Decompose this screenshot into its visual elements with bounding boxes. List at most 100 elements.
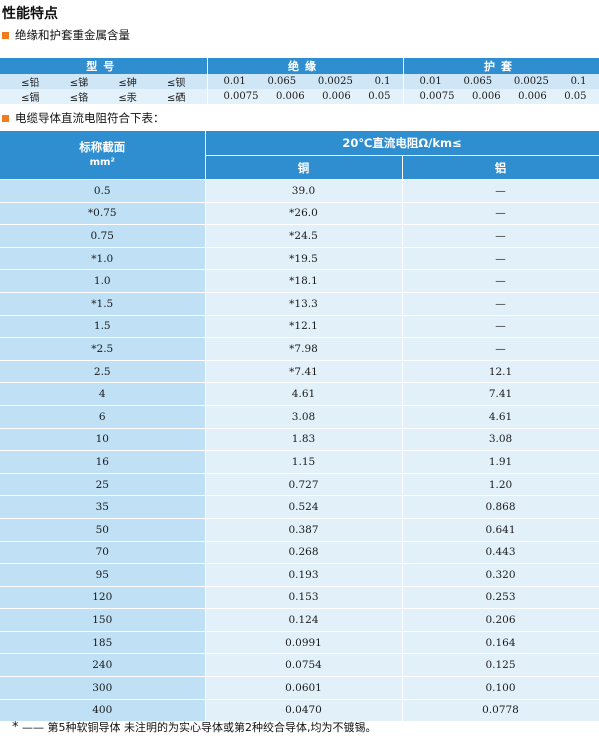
- table-row: 95 0.193 0.320: [0, 563, 599, 587]
- section-cell: 1.0: [0, 269, 206, 293]
- metals-table-header: 型号 绝缘 护套: [0, 58, 599, 74]
- copper-cell: 39.0: [205, 179, 403, 203]
- table-row: 35 0.524 0.868: [0, 495, 599, 519]
- table-row: 0.5 39.0—: [0, 179, 599, 203]
- copper-cell: *18.1: [205, 269, 403, 293]
- aluminum-cell: 0.641: [402, 518, 599, 542]
- section-cell: 400: [0, 699, 206, 723]
- copper-cell: 0.193: [205, 563, 403, 587]
- copper-cell: 1.83: [205, 428, 403, 452]
- section-heading-metals-text: 绝缘和护套重金属含量: [15, 28, 130, 42]
- aluminum-cell: 7.41: [402, 382, 599, 406]
- aluminum-cell: 12.1: [402, 360, 599, 384]
- sheath-values: 0.0075 0.006 0.006 0.05: [404, 91, 599, 102]
- section-cell: *1.0: [0, 247, 206, 271]
- copper-cell: 0.0470: [205, 699, 403, 723]
- value-cell: 0.006: [322, 91, 351, 102]
- section-cell: *2.5: [0, 337, 206, 361]
- aluminum-cell: 0.0778: [402, 699, 599, 723]
- aluminum-cell: —: [402, 202, 599, 226]
- aluminum-cell: 1.91: [402, 450, 599, 474]
- value-cell: 0.0025: [317, 76, 353, 87]
- copper-cell: 1.15: [205, 450, 403, 474]
- element-cell: ≤铅: [21, 78, 40, 89]
- section-cell: 0.75: [0, 224, 206, 248]
- aluminum-cell: —: [402, 224, 599, 248]
- value-cell: 0.01: [223, 76, 246, 87]
- page-title: 性能特点: [2, 6, 58, 22]
- table-row: *1.5 *13.3—: [0, 292, 599, 316]
- insulation-values: 0.0075 0.006 0.006 0.05: [208, 91, 403, 102]
- element-cell: ≤镉: [21, 93, 40, 104]
- resistance-header-row: 标称截面 mm² 20℃直流电阻Ω/km≤: [0, 131, 599, 180]
- insulation-values: 0.01 0.065 0.0025 0.1: [208, 76, 403, 87]
- table-row: 240 0.0754 0.125: [0, 653, 599, 678]
- value-cell: 0.1: [374, 76, 391, 87]
- aluminum-cell: 0.320: [402, 563, 599, 587]
- resistance-subheader-row: 铜 铝: [0, 155, 599, 180]
- copper-cell: 4.61: [205, 382, 403, 406]
- aluminum-cell: —: [402, 337, 599, 361]
- element-cell: ≤锑: [69, 78, 89, 89]
- table-row: *2.5 *7.98—: [0, 337, 599, 361]
- section-cell: 240: [0, 653, 206, 678]
- table-row: 16 1.15 1.91: [0, 450, 599, 474]
- table-row: ≤镉 ≤铬 ≤汞 ≤硒 0.0075 0.006 0.006 0.05 0.00…: [0, 89, 599, 104]
- aluminum-cell: 0.164: [402, 631, 599, 655]
- copper-cell: 0.0991: [205, 631, 403, 655]
- aluminum-cell: 0.253: [402, 586, 599, 610]
- section-cell: *0.75: [0, 202, 206, 226]
- value-cell: 0.01: [419, 76, 442, 87]
- table-row: 10 1.83 3.08: [0, 428, 599, 452]
- value-cell: 0.05: [564, 91, 587, 102]
- section-cell: 120: [0, 586, 206, 610]
- aluminum-cell: 3.08: [402, 428, 599, 452]
- copper-cell: 0.727: [205, 473, 403, 497]
- table-row: 150 0.124 0.206: [0, 608, 599, 632]
- table-row: 185 0.0991 0.164: [0, 631, 599, 655]
- orange-square-icon: [2, 114, 9, 122]
- table-row: 1.0 *18.1—: [0, 269, 599, 293]
- section-cell: 16: [0, 450, 206, 474]
- value-cell: 0.065: [463, 76, 493, 87]
- copper-cell: *24.5: [205, 224, 403, 248]
- copper-cell: 0.524: [205, 495, 403, 519]
- aluminum-cell: 0.868: [402, 495, 599, 519]
- copper-cell: *7.41: [205, 360, 403, 384]
- table-row: 50 0.387 0.641: [0, 518, 599, 542]
- aluminum-cell: 0.443: [402, 541, 599, 565]
- value-cell: 0.0075: [419, 91, 455, 102]
- element-cell: ≤钡: [166, 78, 186, 89]
- resistance-header-aluminum: 铝: [402, 155, 599, 180]
- value-cell: 0.0075: [223, 91, 259, 102]
- section-cell: 150: [0, 608, 206, 632]
- value-cell: 0.006: [471, 91, 501, 102]
- section-cell: 2.5: [0, 360, 206, 384]
- header-section-unit: mm²: [89, 157, 115, 168]
- section-cell: 95: [0, 563, 206, 587]
- copper-cell: *13.3: [205, 292, 403, 316]
- value-cell: 0.1: [570, 76, 587, 87]
- value-cell: 0.05: [368, 91, 391, 102]
- resistance-header-group: 20℃直流电阻Ω/km≤: [205, 131, 599, 156]
- aluminum-cell: 1.20: [402, 473, 599, 497]
- copper-cell: *7.98: [205, 337, 403, 361]
- aluminum-cell: 0.206: [402, 608, 599, 632]
- copper-cell: 0.387: [205, 518, 403, 542]
- section-cell: 50: [0, 518, 206, 542]
- table-row: 4 4.61 7.41: [0, 382, 599, 406]
- aluminum-cell: —: [402, 179, 599, 203]
- aluminum-cell: 0.125: [402, 653, 599, 678]
- table-row: 400 0.0470 0.0778: [0, 699, 599, 723]
- element-cell: ≤硒: [166, 93, 186, 104]
- section-cell: 70: [0, 541, 206, 565]
- table-row: 0.75 *24.5—: [0, 224, 599, 248]
- resistance-table: 标称截面 mm² 20℃直流电阻Ω/km≤ 铜 铝 0.5 39.0— *0.75 *…: [0, 131, 599, 723]
- aluminum-cell: 4.61: [402, 405, 599, 429]
- table-row: 6 3.08 4.61: [0, 405, 599, 429]
- copper-cell: *26.0: [205, 202, 403, 226]
- table-row: 25 0.727 1.20: [0, 473, 599, 497]
- copper-cell: 0.0754: [205, 653, 403, 678]
- metals-table: 型号 绝缘 护套 ≤铅 ≤锑 ≤砷 ≤钡 0.01 0.065 0.0025 0…: [0, 58, 599, 104]
- table-row: *1.0 *19.5—: [0, 247, 599, 271]
